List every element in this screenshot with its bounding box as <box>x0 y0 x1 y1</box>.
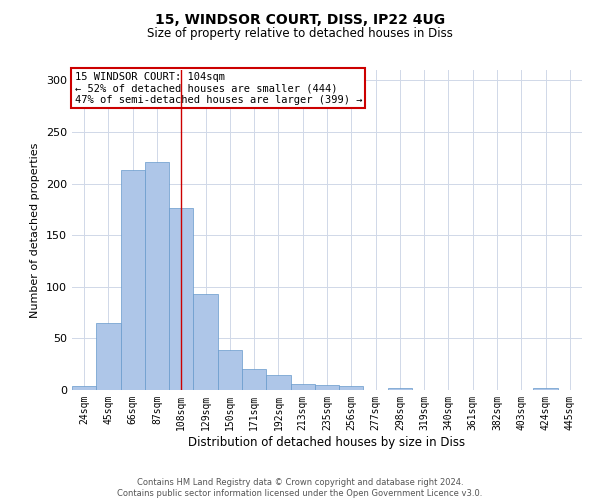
Y-axis label: Number of detached properties: Number of detached properties <box>31 142 40 318</box>
Bar <box>121 170 145 390</box>
Text: Contains HM Land Registry data © Crown copyright and database right 2024.
Contai: Contains HM Land Registry data © Crown c… <box>118 478 482 498</box>
Bar <box>266 374 290 390</box>
Bar <box>193 294 218 390</box>
Bar <box>533 388 558 390</box>
Bar <box>388 388 412 390</box>
Text: Size of property relative to detached houses in Diss: Size of property relative to detached ho… <box>147 28 453 40</box>
Text: 15 WINDSOR COURT: 104sqm
← 52% of detached houses are smaller (444)
47% of semi-: 15 WINDSOR COURT: 104sqm ← 52% of detach… <box>74 72 362 105</box>
Bar <box>290 384 315 390</box>
Bar <box>218 350 242 390</box>
Bar <box>72 386 96 390</box>
Bar <box>339 386 364 390</box>
Bar <box>96 323 121 390</box>
Bar <box>242 370 266 390</box>
X-axis label: Distribution of detached houses by size in Diss: Distribution of detached houses by size … <box>188 436 466 448</box>
Text: 15, WINDSOR COURT, DISS, IP22 4UG: 15, WINDSOR COURT, DISS, IP22 4UG <box>155 12 445 26</box>
Bar <box>169 208 193 390</box>
Bar <box>145 162 169 390</box>
Bar <box>315 385 339 390</box>
